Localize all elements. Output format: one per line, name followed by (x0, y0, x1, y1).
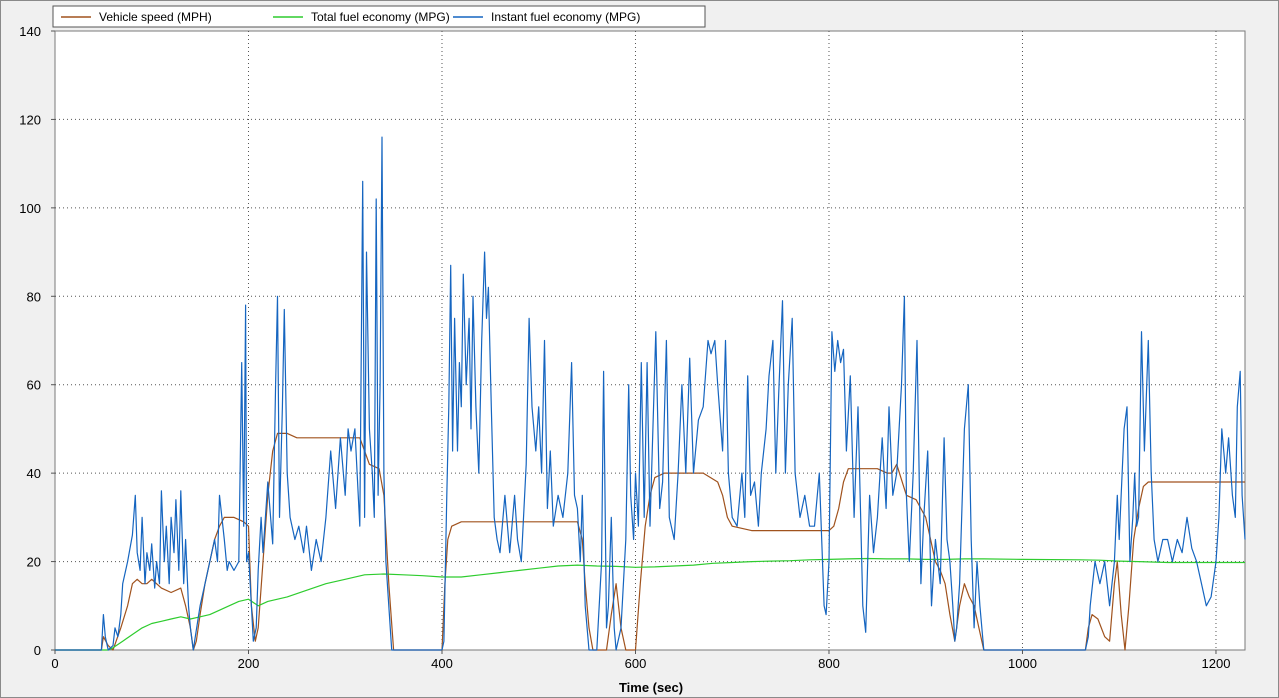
y-tick-label: 40 (27, 466, 41, 481)
x-axis: 0 200 400 600 800 1000 1200 (51, 650, 1230, 671)
x-tick-label: 200 (238, 656, 260, 671)
series-group (55, 136, 1246, 651)
plot-area (54, 30, 1246, 651)
legend-label-instant-fuel-economy-mpg: Instant fuel economy (MPG) (491, 10, 640, 24)
x-tick-label: 600 (625, 656, 647, 671)
x-tick-label: 1000 (1008, 656, 1037, 671)
y-tick-label: 0 (34, 643, 41, 658)
x-tick-label: 1200 (1202, 656, 1231, 671)
y-tick-label: 120 (19, 112, 41, 127)
series-line-instant-fuel-economy-mpg (55, 136, 1246, 651)
y-tick-label: 140 (19, 24, 41, 39)
x-tick-label: 800 (818, 656, 840, 671)
legend-label-total-fuel-economy-mpg: Total fuel economy (MPG) (311, 10, 450, 24)
legend-box (52, 5, 706, 28)
legend-label-vehicle-speed-mph: Vehicle speed (MPH) (99, 10, 212, 24)
y-axis: 0 20 40 60 80 100 120 140 (19, 24, 55, 658)
legend: Vehicle speed (MPH) Total fuel economy (M… (52, 5, 706, 28)
y-tick-label: 60 (27, 378, 41, 393)
x-axis-title: Time (sec) (619, 680, 683, 695)
series-line-total-fuel-economy-mpg (55, 557, 1245, 651)
y-tick-label: 80 (27, 289, 41, 304)
x-tick-label: 400 (431, 656, 453, 671)
x-tick-label: 0 (51, 656, 58, 671)
y-tick-label: 20 (27, 555, 41, 570)
y-tick-label: 100 (19, 201, 41, 216)
